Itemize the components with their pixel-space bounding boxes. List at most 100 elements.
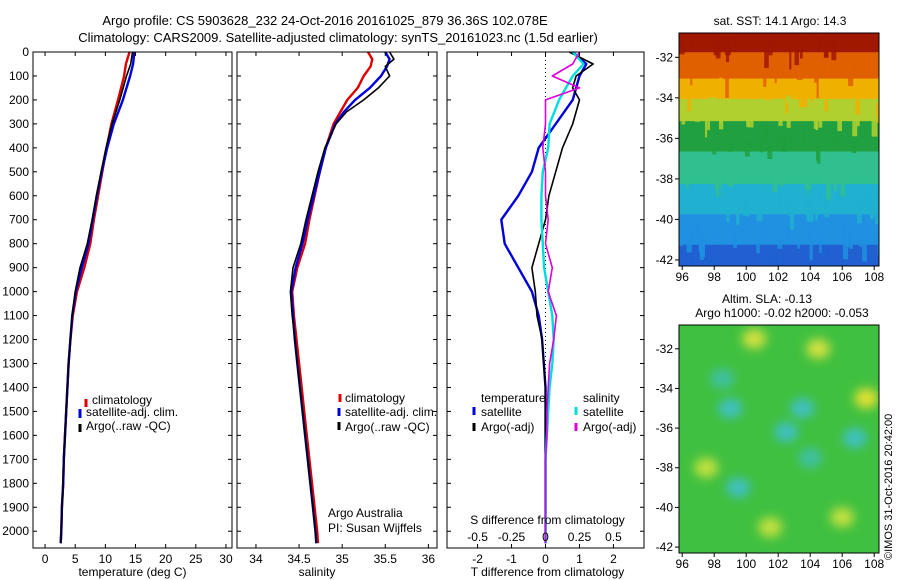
y-tick-label: 1800 <box>2 476 29 490</box>
sst-texture <box>826 62 831 78</box>
sst-texture <box>787 82 793 95</box>
difference-panel: -2 -1 0 1 2 -0.5 -0.25 0 0.25 0.5 S difference fro… <box>446 51 645 579</box>
sst-texture <box>744 140 750 157</box>
sst-texture <box>759 172 763 185</box>
sst-texture <box>823 159 829 171</box>
sst-texture <box>680 163 686 180</box>
map-y-tick-label: -36 <box>656 421 674 435</box>
sst-texture <box>786 197 792 214</box>
series-line-argo <box>59 51 134 544</box>
sst-texture <box>778 186 782 208</box>
x-tick-label: 34 <box>249 552 263 566</box>
legend-label-satellite: satellite-adj. clim. <box>86 405 178 419</box>
temperature-legend: climatology satellite-adj. clim. Argo(..… <box>78 393 178 433</box>
map-y-tick-label: -36 <box>656 131 674 145</box>
sst-texture <box>796 85 800 100</box>
sst-texture <box>801 139 807 148</box>
sst-texture <box>736 78 741 93</box>
sst-texture <box>702 259 705 266</box>
y-tick-label: 200 <box>9 93 29 107</box>
sst-texture <box>760 61 764 76</box>
sst-texture <box>813 115 818 129</box>
sst-texture <box>825 246 830 256</box>
map-field <box>679 325 879 553</box>
sst-texture <box>847 232 851 248</box>
sst-texture <box>810 156 816 166</box>
imos-stamp: ©IMOS 31-Oct-2016 20:42:00 <box>883 414 895 560</box>
sst-texture <box>805 190 812 213</box>
sst-texture <box>786 95 791 104</box>
title-line-1: Argo profile: CS 5903628_232 24-Oct-2016… <box>102 13 548 28</box>
sla-blob <box>742 328 767 349</box>
sst-texture <box>852 115 858 137</box>
map-x-tick-label: 96 <box>676 270 690 284</box>
sst-texture <box>856 109 860 127</box>
map-x-tick-label: 106 <box>832 557 852 571</box>
series-line-climatology <box>291 51 374 544</box>
sst-texture <box>714 178 720 190</box>
series-line-satellite <box>500 51 588 544</box>
x-tick-label-salinity: -0.5 <box>467 530 488 544</box>
map-x-tick-label: 96 <box>676 557 690 571</box>
map-y-tick-label: -40 <box>656 212 674 226</box>
sst-texture <box>709 55 714 70</box>
sst-texture <box>701 99 705 109</box>
sst-texture <box>696 224 701 239</box>
sst-texture <box>811 33 816 36</box>
sst-texture <box>686 238 692 253</box>
map-y-tick-label: -32 <box>656 50 674 64</box>
legend-label-climatology: climatology <box>92 393 152 407</box>
sst-texture <box>772 38 776 52</box>
sst-texture <box>764 48 769 68</box>
sst_map-panel: 96 98 100 102 104 106 108 -32 -34 -36 -38 -40 -42 sat… <box>656 14 885 284</box>
sst-texture <box>827 138 831 148</box>
sst-texture <box>796 60 803 80</box>
sst-texture <box>749 140 754 149</box>
sst-texture <box>704 116 708 138</box>
sst-texture <box>756 66 760 77</box>
sst-texture <box>841 221 846 237</box>
sst-texture <box>702 64 705 77</box>
y-tick-label: 1300 <box>2 356 29 370</box>
sst-texture <box>719 77 722 93</box>
y-tick-label: 1700 <box>2 452 29 466</box>
y-tick-label: 400 <box>9 141 29 155</box>
sst-texture <box>733 234 737 248</box>
sst-texture <box>842 237 848 260</box>
sst-texture <box>706 33 709 36</box>
sst-texture <box>826 177 830 197</box>
sla-blob <box>798 447 823 468</box>
credit-institution: Argo Australia <box>328 506 403 520</box>
y-tick-label: 1600 <box>2 428 29 442</box>
sst-texture <box>774 254 779 266</box>
map-x-tick-label: 104 <box>800 557 820 571</box>
sst-texture <box>784 57 788 76</box>
sst-texture <box>868 258 874 266</box>
sst-texture <box>848 71 854 87</box>
series-line-climatology <box>59 51 131 544</box>
sst-texture <box>772 176 778 192</box>
sst-texture <box>764 84 771 101</box>
x-tick-label: 0 <box>542 552 549 566</box>
sst-texture <box>871 116 878 137</box>
sst-texture <box>777 239 783 249</box>
sst-texture <box>763 72 767 87</box>
sst-texture <box>837 111 843 132</box>
sst-texture <box>853 159 858 173</box>
sst-band <box>679 151 879 185</box>
x-tick-label: 15 <box>129 552 143 566</box>
sst-texture <box>846 63 853 79</box>
sst-texture <box>831 39 837 61</box>
legend-label-argo: Argo(..raw -QC) <box>86 419 171 433</box>
x-tick-label-salinity: -0.25 <box>498 530 526 544</box>
sst-texture <box>877 123 879 136</box>
sst-texture <box>698 230 703 252</box>
sst-texture <box>757 81 760 93</box>
sst-texture <box>863 156 870 167</box>
sst-texture <box>819 235 822 254</box>
sst-texture <box>707 117 711 131</box>
sst-texture <box>811 210 814 221</box>
sst-texture <box>724 122 727 133</box>
sst-texture <box>824 199 829 218</box>
legend-head-salinity: salinity <box>583 391 620 405</box>
